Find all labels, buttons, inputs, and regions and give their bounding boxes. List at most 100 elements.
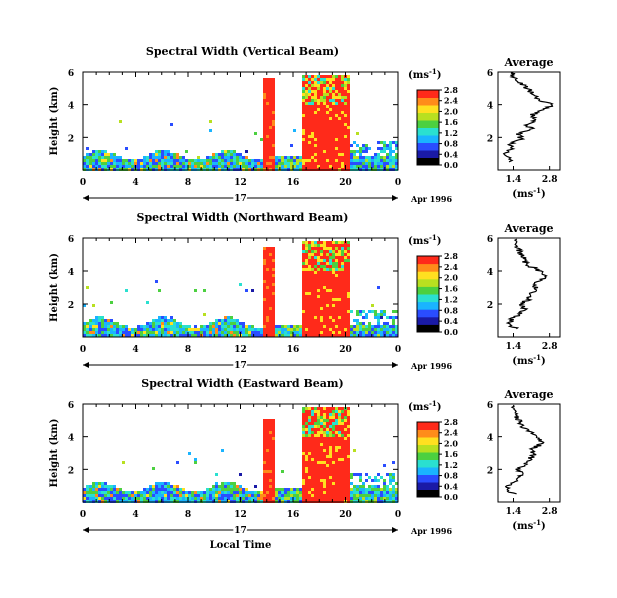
- heatmap-cell: [347, 147, 350, 150]
- heatmap-cell: [347, 410, 350, 413]
- heatmap-cell: [164, 322, 167, 325]
- x-tick-label: 16: [287, 178, 300, 188]
- heatmap-cell: [317, 105, 320, 108]
- heatmap-cell: [110, 153, 113, 156]
- heatmap-cell: [392, 473, 395, 476]
- heatmap-cell: [359, 165, 362, 168]
- heatmap-cell: [302, 325, 305, 328]
- heatmap-cell: [158, 325, 161, 328]
- heatmap-cell: [323, 446, 326, 449]
- heatmap-cell: [341, 84, 344, 87]
- heatmap-cell: [197, 494, 200, 497]
- heatmap-cell: [257, 497, 260, 500]
- heatmap-cell: [344, 491, 347, 494]
- heatmap-cell: [389, 153, 392, 156]
- heatmap-cell: [311, 156, 314, 159]
- colorbar-segment: [417, 284, 439, 287]
- heatmap-cell: [215, 153, 218, 156]
- heatmap-cell: [305, 150, 308, 153]
- x-tick-label: 0: [80, 345, 86, 355]
- heatmap-cell: [329, 289, 332, 292]
- heatmap-cell: [104, 165, 107, 168]
- heatmap-cell: [338, 449, 341, 452]
- heatmap-cell: [368, 491, 371, 494]
- heatmap-cell: [308, 165, 311, 168]
- heatmap-cell: [98, 316, 101, 319]
- heatmap-cell: [287, 165, 290, 168]
- heatmap-cell: [350, 497, 353, 500]
- average-title: Average: [503, 388, 553, 401]
- heatmap-cell: [371, 331, 374, 334]
- heatmap-cell: [272, 461, 275, 464]
- heatmap-cell: [311, 165, 314, 168]
- heatmap-cell: [356, 322, 359, 325]
- heatmap-cell: [332, 407, 335, 410]
- heatmap-cell: [179, 491, 182, 494]
- heatmap-cell: [248, 334, 251, 337]
- heatmap-cell: [308, 117, 311, 120]
- heatmap-cell: [368, 162, 371, 165]
- heatmap-cell: [344, 117, 347, 120]
- heatmap-cell: [314, 449, 317, 452]
- heatmap-cell: [173, 491, 176, 494]
- heatmap-cell: [311, 90, 314, 93]
- heatmap-cell: [260, 491, 263, 494]
- average-profile-line: [502, 71, 554, 163]
- heatmap-cell: [188, 162, 191, 165]
- heatmap-cell: [284, 488, 287, 491]
- heatmap-cell: [377, 286, 380, 289]
- heatmap-cell: [170, 153, 173, 156]
- heatmap-cell: [203, 497, 206, 500]
- heatmap-cell: [317, 440, 320, 443]
- heatmap-cell: [341, 241, 344, 244]
- heatmap-cell: [317, 286, 320, 289]
- heatmap-cell: [329, 280, 332, 283]
- heatmap-cell: [89, 331, 92, 334]
- x-tick-label: 20: [339, 178, 352, 188]
- colorbar-segment: [417, 437, 439, 440]
- heatmap-cell: [269, 470, 272, 473]
- heatmap-cell: [263, 126, 266, 129]
- heatmap-cell: [329, 410, 332, 413]
- heatmap-cell: [314, 467, 317, 470]
- heatmap-cell: [113, 322, 116, 325]
- heatmap-cell: [269, 473, 272, 476]
- heatmap-cell: [167, 488, 170, 491]
- heatmap-cell: [155, 165, 158, 168]
- heatmap-cell: [263, 135, 266, 138]
- heatmap-cell: [344, 126, 347, 129]
- heatmap-cell: [269, 464, 272, 467]
- heatmap-cell: [368, 331, 371, 334]
- heatmap-cell: [221, 162, 224, 165]
- heatmap-cell: [254, 162, 257, 165]
- heatmap-cell: [374, 162, 377, 165]
- heatmap-cell: [269, 90, 272, 93]
- heatmap-cell: [338, 310, 341, 313]
- heatmap-cell: [233, 334, 236, 337]
- heatmap-cell: [242, 494, 245, 497]
- heatmap-cell: [329, 416, 332, 419]
- heatmap-cell: [305, 153, 308, 156]
- heatmap-cell: [395, 494, 398, 497]
- heatmap-cell: [338, 425, 341, 428]
- heatmap-cell: [329, 464, 332, 467]
- heatmap-cell: [317, 476, 320, 479]
- heatmap-cell: [332, 307, 335, 310]
- heatmap-cell: [332, 488, 335, 491]
- heatmap-cell: [326, 283, 329, 286]
- heatmap-cell: [110, 159, 113, 162]
- heatmap-cell: [266, 108, 269, 111]
- heatmap-cell: [110, 322, 113, 325]
- heatmap-cell: [329, 150, 332, 153]
- heatmap-cell: [287, 159, 290, 162]
- heatmap-cell: [269, 431, 272, 434]
- heatmap-cell: [320, 310, 323, 313]
- heatmap-cell: [191, 328, 194, 331]
- heatmap-cell: [323, 244, 326, 247]
- heatmap-cell: [323, 295, 326, 298]
- heatmap-cell: [374, 165, 377, 168]
- heatmap-cell: [341, 147, 344, 150]
- heatmap-cell: [146, 488, 149, 491]
- heatmap-cell: [368, 497, 371, 500]
- chart-title: Spectral Width (Vertical Beam): [146, 45, 339, 58]
